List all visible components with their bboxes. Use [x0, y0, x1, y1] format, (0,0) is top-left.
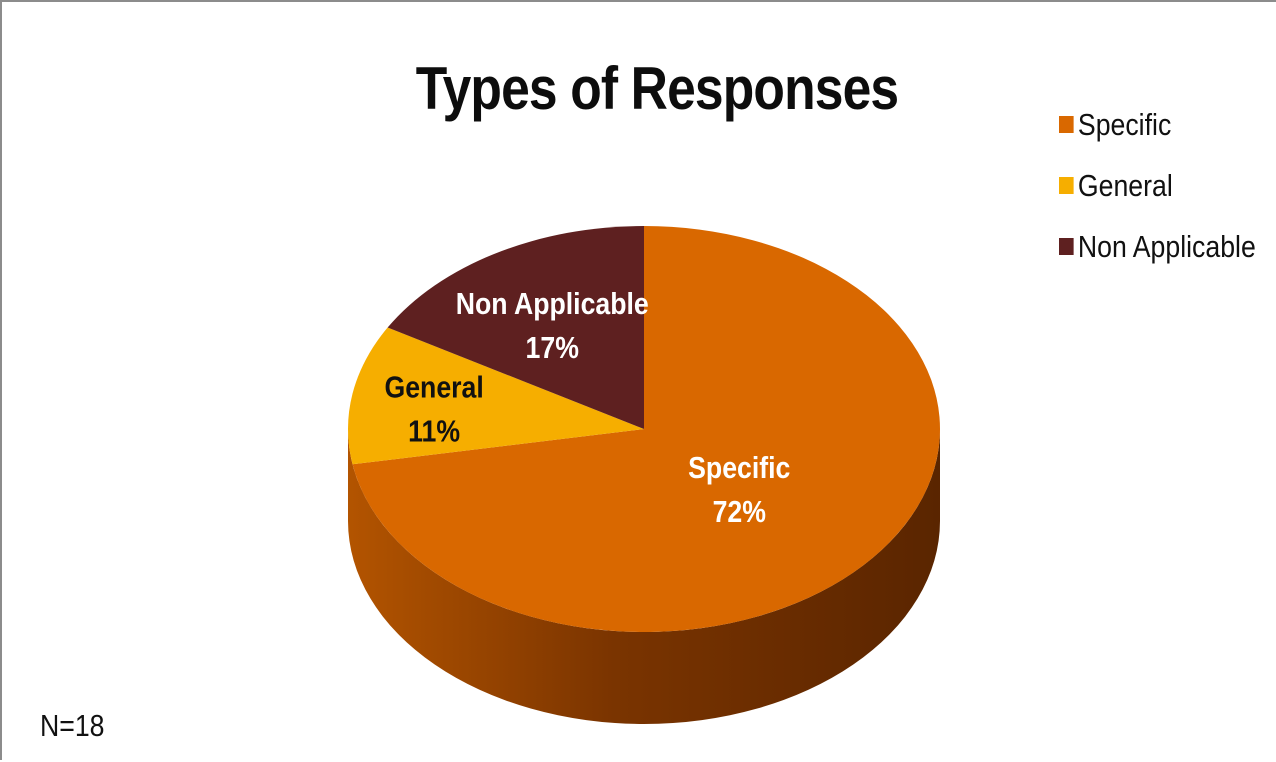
slice-label-value-non-applicable: 17% [526, 331, 579, 365]
legend-swatch-specific [1059, 116, 1074, 133]
slice-label-value-specific: 72% [713, 495, 766, 529]
slice-label-specific: Specific 72% [688, 451, 790, 529]
slice-label-name-general: General [384, 371, 483, 405]
legend-item-non-applicable: Non Applicable [1059, 216, 1256, 277]
legend-label-non-applicable: Non Applicable [1077, 228, 1256, 264]
legend-item-general: General [1059, 155, 1256, 216]
slice-label-value-general: 11% [408, 415, 460, 449]
slice-label-non-applicable: Non Applicable 17% [456, 287, 649, 365]
pie-slice-specific [352, 226, 941, 632]
legend-item-specific: Specific [1059, 94, 1256, 155]
pie-slice-general [348, 327, 644, 465]
slice-label-name-specific: Specific [688, 451, 790, 485]
legend-swatch-general [1059, 177, 1074, 194]
slice-label-name-non-applicable: Non Applicable [456, 287, 649, 321]
legend-label-specific: Specific [1077, 106, 1172, 142]
legend: Specific General Non Applicable [1059, 94, 1276, 277]
pie-slice-non-applicable [387, 226, 644, 429]
legend-swatch-non-applicable [1059, 238, 1074, 255]
sample-size-note: N=18 [40, 708, 105, 743]
legend-label-general: General [1077, 167, 1173, 203]
slice-label-general: General 11% [384, 371, 483, 449]
pie-side-wall [348, 429, 940, 724]
chart-title: Types of Responses [415, 55, 899, 122]
